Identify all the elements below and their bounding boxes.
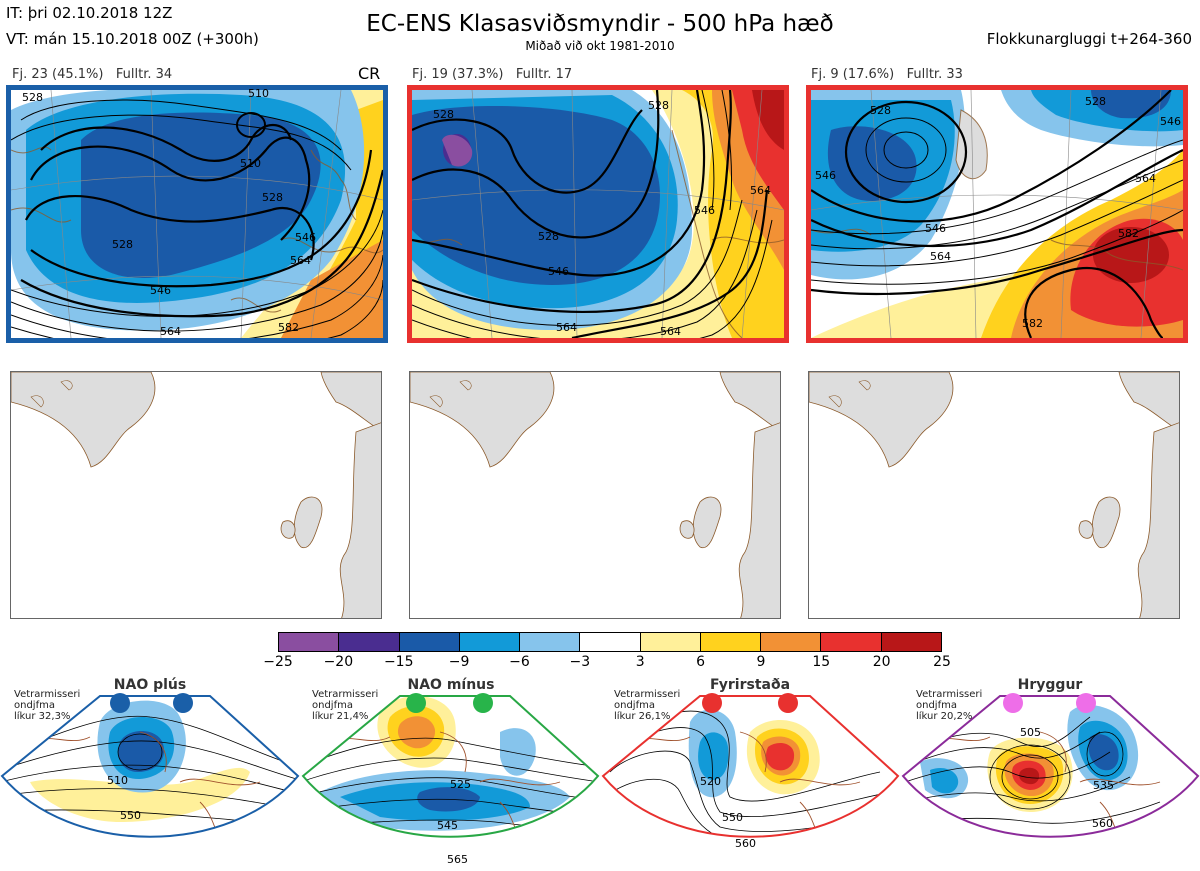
colorbar-tick-label: −20 bbox=[323, 654, 354, 670]
colorbar-swatch bbox=[520, 633, 581, 651]
contour-label: 520 bbox=[700, 775, 721, 788]
page-subtitle: Miðað við okt 1981-2010 bbox=[525, 39, 675, 53]
colorbar-swatch bbox=[881, 633, 941, 651]
colorbar-tick-label: −25 bbox=[263, 654, 293, 670]
regime-3-outline bbox=[601, 695, 900, 838]
contour-label: 546 bbox=[295, 231, 316, 244]
contour-label: 525 bbox=[450, 778, 471, 791]
colorbar-tick-label: 15 bbox=[812, 654, 831, 670]
empty-map-1 bbox=[10, 371, 382, 619]
colorbar-swatch bbox=[821, 633, 882, 651]
contour-label: 528 bbox=[1085, 95, 1106, 108]
contour-label: 582 bbox=[278, 321, 299, 334]
contour-label: 546 bbox=[548, 265, 569, 278]
regime-row bbox=[0, 672, 1200, 871]
contour-label: 528 bbox=[538, 230, 559, 243]
cluster-3-label: Fj. 9 (17.6%) Fulltr. 33 bbox=[811, 67, 963, 82]
contour-label: 528 bbox=[433, 108, 454, 121]
contour-label: 546 bbox=[815, 169, 836, 182]
regime-1-dot-right bbox=[173, 693, 193, 713]
colorbar-tick-label: −3 bbox=[569, 654, 591, 670]
contour-label: 546 bbox=[694, 204, 715, 217]
colorbar-swatch bbox=[279, 633, 340, 651]
cluster-window: Flokkunargluggi t+264-360 bbox=[986, 30, 1192, 48]
regime-3-name: Fyrirstaða bbox=[709, 677, 791, 693]
page-title: EC-ENS Klasasviðsmyndir - 500 hPa hæð bbox=[366, 11, 834, 37]
contour-label: 582 bbox=[1118, 227, 1139, 240]
colorbar bbox=[278, 632, 942, 652]
regime-2-name: NAO mínus bbox=[407, 677, 495, 693]
contour-label: 550 bbox=[722, 811, 743, 824]
valid-time: VT: mán 15.10.2018 00Z (+300h) bbox=[6, 30, 259, 48]
contour-label: 510 bbox=[107, 774, 128, 787]
empty-map-2 bbox=[409, 371, 781, 619]
contour-label: 535 bbox=[1093, 779, 1114, 792]
regime-1-dot-left bbox=[110, 693, 130, 713]
contour-label: 546 bbox=[1160, 115, 1181, 128]
colorbar-tick-label: 9 bbox=[756, 654, 766, 670]
cluster-1-label: Fj. 23 (45.1%) Fulltr. 34 bbox=[12, 67, 173, 82]
init-time: IT: þri 02.10.2018 12Z bbox=[6, 4, 173, 22]
regime-3-dot-left bbox=[702, 693, 722, 713]
cluster-1-map bbox=[6, 85, 388, 343]
colorbar-tick-label: 3 bbox=[635, 654, 645, 670]
regime-4-dot-right bbox=[1076, 693, 1096, 713]
contour-label: 510 bbox=[248, 87, 269, 100]
contour-label: 564 bbox=[930, 250, 951, 263]
colorbar-tick-label: −9 bbox=[448, 654, 470, 670]
colorbar-tick-label: 20 bbox=[872, 654, 891, 670]
contour-label: 545 bbox=[437, 819, 458, 832]
contour-label: 528 bbox=[262, 191, 283, 204]
regime-2-dot-right bbox=[473, 693, 493, 713]
regime-1-outline bbox=[0, 695, 300, 838]
regime-4-outline bbox=[901, 695, 1200, 838]
contour-label: 564 bbox=[1135, 172, 1156, 185]
regime-2-climate: Vetrarmisseri ondjfma líkur 21,4% bbox=[312, 689, 379, 722]
regime-4-dot-left bbox=[1003, 693, 1023, 713]
contour-label: 582 bbox=[1022, 317, 1043, 330]
contour-label: 564 bbox=[160, 325, 181, 338]
colorbar-swatch bbox=[640, 633, 701, 651]
colorbar-tick-label: −15 bbox=[383, 654, 414, 670]
contour-label: 564 bbox=[556, 321, 577, 334]
cluster-3-map bbox=[806, 85, 1188, 343]
regime-4-name: Hryggur bbox=[1017, 677, 1083, 693]
contour-label: 565 bbox=[447, 853, 468, 866]
colorbar-tick-label: 6 bbox=[696, 654, 705, 670]
cluster-1-tag: CR bbox=[358, 64, 381, 83]
regime-1-name: NAO plús bbox=[113, 677, 187, 693]
regime-3-dot-right bbox=[778, 693, 798, 713]
contour-label: 564 bbox=[660, 325, 681, 338]
contour-label: 560 bbox=[735, 837, 756, 850]
colorbar-swatch bbox=[459, 633, 521, 651]
contour-label: 546 bbox=[150, 284, 171, 297]
cluster-2-label: Fj. 19 (37.3%) Fulltr. 17 bbox=[412, 67, 573, 82]
colorbar-tick-label: 25 bbox=[933, 654, 951, 670]
contour-label: 528 bbox=[870, 104, 891, 117]
colorbar-swatch bbox=[700, 633, 762, 651]
contour-label: 528 bbox=[112, 238, 133, 251]
contour-label: 560 bbox=[1092, 817, 1113, 830]
colorbar-swatch bbox=[339, 633, 400, 651]
contour-label: 546 bbox=[925, 222, 946, 235]
contour-label: 528 bbox=[648, 99, 669, 112]
regime-3-climate: Vetrarmisseri ondjfma líkur 26,1% bbox=[614, 689, 681, 722]
empty-map-3 bbox=[808, 371, 1180, 619]
contour-label: 564 bbox=[290, 254, 311, 267]
colorbar-swatch bbox=[399, 633, 460, 651]
contour-label: 528 bbox=[22, 91, 43, 104]
colorbar-tick-label: −6 bbox=[509, 654, 530, 670]
contour-label: 550 bbox=[120, 809, 141, 822]
contour-label: 564 bbox=[750, 184, 771, 197]
cluster-2-map bbox=[407, 85, 789, 343]
contour-label: 510 bbox=[240, 157, 261, 170]
colorbar-swatch bbox=[761, 633, 822, 651]
regime-1-climate: Vetrarmisseri ondjfma líkur 32,3% bbox=[14, 689, 81, 722]
regime-2-dot-left bbox=[406, 693, 426, 713]
colorbar-swatch bbox=[580, 633, 641, 651]
contour-label: 505 bbox=[1020, 726, 1041, 739]
regime-2-outline bbox=[301, 695, 600, 838]
regime-4-climate: Vetrarmisseri ondjfma líkur 20,2% bbox=[916, 689, 983, 722]
